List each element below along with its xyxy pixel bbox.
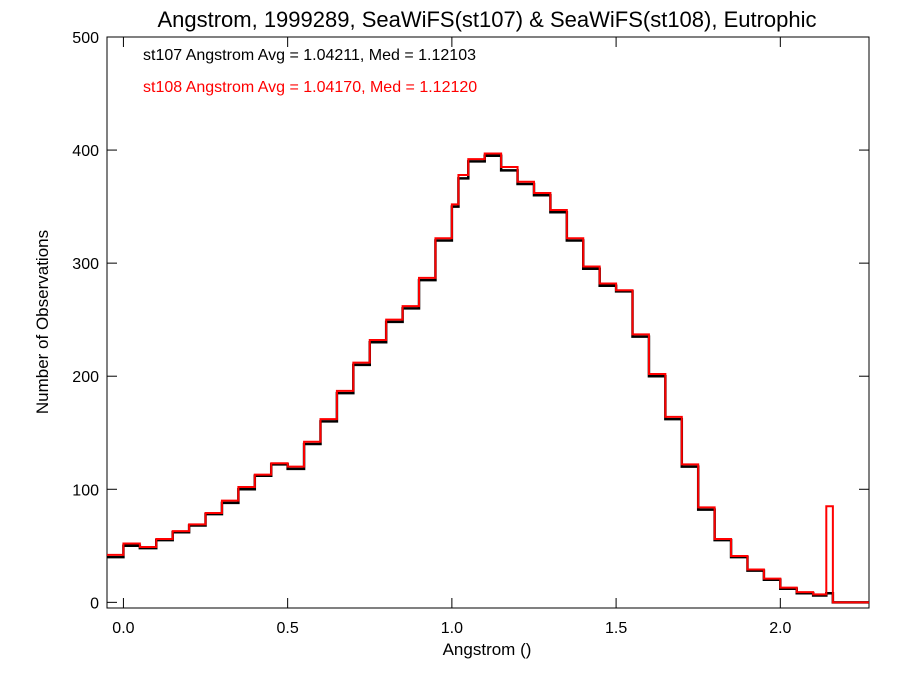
y-tick-label: 200 [72, 369, 99, 386]
y-tick-label: 500 [72, 30, 99, 47]
annotation-st108-stats: st108 Angstrom Avg = 1.04170, Med = 1.12… [143, 79, 477, 96]
x-tick-label: 0.5 [277, 620, 299, 637]
plot-frame [106, 36, 870, 609]
x-tick-label: 1.0 [441, 620, 463, 637]
series-line-st107 [107, 154, 869, 604]
annotation-st107-stats: st107 Angstrom Avg = 1.04211, Med = 1.12… [143, 47, 476, 64]
x-axis-label: Angstrom () [443, 640, 532, 659]
x-tick-label: 0.0 [112, 620, 134, 637]
y-tick-label: 100 [72, 482, 99, 499]
x-tick-label: 1.5 [605, 620, 627, 637]
series-layer [107, 152, 869, 604]
y-tick-label: 300 [72, 256, 99, 273]
chart-title: Angstrom, 1999289, SeaWiFS(st107) & SeaW… [157, 7, 816, 32]
y-tick-label: 0 [90, 595, 99, 612]
axis-ticks: 0.0 0.5 1.0 1.5 2.0 0 100 200 300 400 500 [72, 30, 869, 637]
y-tick-label: 400 [72, 143, 99, 160]
series-line-st108 [107, 152, 869, 604]
x-tick-label: 2.0 [769, 620, 791, 637]
y-axis-label: Number of Observations [33, 230, 52, 414]
